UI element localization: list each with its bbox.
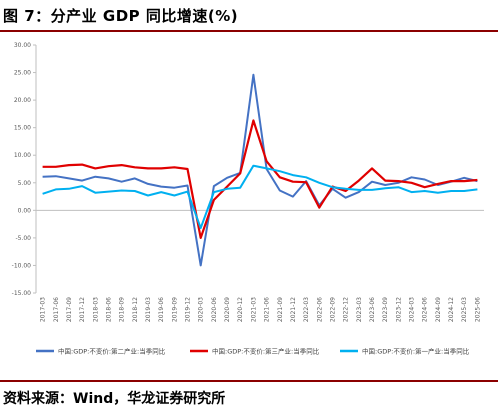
series-line-1 xyxy=(42,73,478,267)
legend-label: 中国:GDP:不变价:第三产业:当季同比 xyxy=(212,347,320,356)
y-tick-label: 0.00 xyxy=(18,207,32,214)
x-tick-label: 2017-09 xyxy=(66,297,73,322)
x-tick-label: 2021-12 xyxy=(290,297,297,322)
x-tick-label: 2020-03 xyxy=(198,297,205,322)
y-tick-label: 20.00 xyxy=(14,97,31,104)
source-note: 资料来源：Wind，华龙证券研究所 xyxy=(3,391,226,407)
x-tick-label: 2023-06 xyxy=(369,297,376,322)
y-axis: 30.00 25.00 20.00 15.00 10.00 5.00 0.00 -5.00 -1… xyxy=(12,42,37,297)
x-tick-label: 2017-12 xyxy=(79,297,86,322)
title-divider xyxy=(0,30,498,32)
y-tick-label: -10.00 xyxy=(12,262,32,269)
series-layer xyxy=(42,73,478,267)
source-divider xyxy=(0,380,498,382)
figure-title: 图 7：分产业 GDP 同比增速(%) xyxy=(3,7,239,25)
x-tick-label: 2025-03 xyxy=(461,297,468,322)
legend-item-1: 中国:GDP:不变价:第二产业:当季同比 xyxy=(36,347,166,356)
x-tick-label: 2024-03 xyxy=(409,297,416,322)
x-tick-label: 2019-09 xyxy=(171,297,178,322)
y-tick-label: 25.00 xyxy=(14,70,31,77)
x-tick-label: 2018-03 xyxy=(92,297,99,322)
x-tick-label: 2022-03 xyxy=(303,297,310,322)
x-tick-label: 2021-03 xyxy=(250,297,257,322)
x-tick-label: 2022-06 xyxy=(316,297,323,322)
x-tick-label: 2025-06 xyxy=(474,297,481,322)
x-tick-label: 2024-12 xyxy=(448,297,455,322)
x-tick-label: 2021-06 xyxy=(264,297,271,322)
series-line-2 xyxy=(42,119,478,239)
y-tick-label: -5.00 xyxy=(15,235,31,242)
x-tick-label: 2017-03 xyxy=(40,297,47,322)
y-tick-label: 15.00 xyxy=(14,125,31,132)
x-axis: 2017-03 2017-06 2017-09 2017-12 2018-03 2018-… xyxy=(36,209,484,322)
x-tick-label: 2018-09 xyxy=(119,297,126,322)
legend: 中国:GDP:不变价:第二产业:当季同比 中国:GDP:不变价:第三产业:当季同比… xyxy=(36,347,470,356)
legend-label: 中国:GDP:不变价:第二产业:当季同比 xyxy=(58,347,166,356)
x-tick-label: 2020-06 xyxy=(211,297,218,322)
legend-item-2: 中国:GDP:不变价:第三产业:当季同比 xyxy=(190,347,320,356)
x-tick-label: 2024-09 xyxy=(435,297,442,322)
y-tick-label: -15.00 xyxy=(12,290,32,297)
x-tick-label: 2019-12 xyxy=(185,297,192,322)
gdp-growth-line-chart: 30.00 25.00 20.00 15.00 10.00 5.00 0.00 -5.00 -1… xyxy=(12,42,484,356)
x-tick-label: 2020-12 xyxy=(237,297,244,322)
legend-label: 中国:GDP:不变价:第一产业:当季同比 xyxy=(362,347,470,356)
title-bar: 图 7：分产业 GDP 同比增速(%) xyxy=(0,0,498,32)
x-tick-label: 2021-09 xyxy=(277,297,284,322)
x-tick-label: 2024-06 xyxy=(422,297,429,322)
y-tick-label: 5.00 xyxy=(18,180,32,187)
x-tick-label: 2018-06 xyxy=(105,297,112,322)
series-line-3 xyxy=(42,164,478,229)
legend-item-3: 中国:GDP:不变价:第一产业:当季同比 xyxy=(340,347,470,356)
x-tick-label: 2022-12 xyxy=(343,297,350,322)
x-tick-label: 2022-09 xyxy=(329,297,336,322)
x-tick-label: 2017-06 xyxy=(53,297,60,322)
x-tick-label: 2023-12 xyxy=(395,297,402,322)
x-tick-label: 2018-12 xyxy=(132,297,139,322)
x-tick-label: 2023-03 xyxy=(356,297,363,322)
x-tick-label: 2019-03 xyxy=(145,297,152,322)
x-tick-label: 2020-09 xyxy=(224,297,231,322)
x-tick-label: 2023-09 xyxy=(382,297,389,322)
y-tick-label: 30.00 xyxy=(14,42,31,49)
y-tick-label: 10.00 xyxy=(14,152,31,159)
x-tick-label: 2019-06 xyxy=(158,297,165,322)
